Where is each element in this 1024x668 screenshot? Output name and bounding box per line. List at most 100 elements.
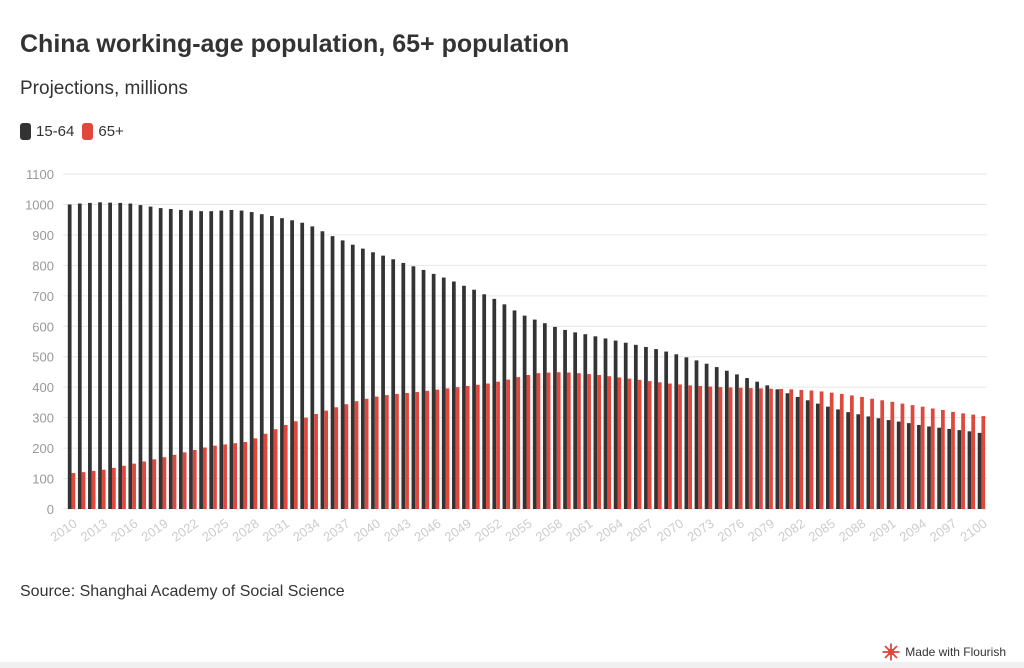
bar-15-64[interactable]: [917, 424, 921, 509]
bar-65plus[interactable]: [395, 393, 399, 509]
bar-65plus[interactable]: [122, 465, 126, 509]
bar-65plus[interactable]: [273, 429, 278, 509]
bar-15-64[interactable]: [199, 211, 203, 509]
bar-15-64[interactable]: [239, 210, 244, 509]
bar-65plus[interactable]: [384, 395, 389, 509]
bar-15-64[interactable]: [542, 323, 547, 509]
bar-15-64[interactable]: [280, 218, 284, 509]
bar-65plus[interactable]: [192, 449, 197, 509]
bar-15-64[interactable]: [462, 285, 466, 509]
bar-15-64[interactable]: [967, 431, 972, 509]
bar-65plus[interactable]: [597, 375, 602, 509]
bar-15-64[interactable]: [350, 244, 355, 509]
bar-15-64[interactable]: [947, 428, 952, 509]
bar-15-64[interactable]: [290, 220, 294, 510]
bar-15-64[interactable]: [411, 266, 416, 509]
bar-65plus[interactable]: [971, 414, 976, 509]
bar-15-64[interactable]: [937, 427, 941, 509]
bar-15-64[interactable]: [694, 360, 699, 509]
bar-15-64[interactable]: [360, 248, 365, 509]
bar-15-64[interactable]: [836, 409, 840, 509]
bar-65plus[interactable]: [890, 401, 895, 509]
bar-65plus[interactable]: [617, 377, 622, 509]
bar-65plus[interactable]: [445, 388, 450, 509]
bar-15-64[interactable]: [472, 289, 476, 509]
bar-65plus[interactable]: [364, 398, 369, 509]
bar-15-64[interactable]: [98, 202, 102, 509]
bar-15-64[interactable]: [644, 346, 648, 509]
bar-15-64[interactable]: [785, 393, 790, 509]
bar-65plus[interactable]: [910, 405, 915, 509]
bar-65plus[interactable]: [223, 444, 227, 509]
bar-65plus[interactable]: [475, 384, 480, 509]
bar-65plus[interactable]: [637, 379, 642, 509]
bar-15-64[interactable]: [502, 304, 507, 509]
bar-65plus[interactable]: [455, 387, 460, 509]
bar-15-64[interactable]: [815, 403, 820, 509]
bar-15-64[interactable]: [573, 332, 578, 509]
bar-15-64[interactable]: [371, 252, 375, 509]
bar-15-64[interactable]: [522, 315, 527, 509]
bar-15-64[interactable]: [563, 329, 567, 509]
bar-65plus[interactable]: [769, 388, 773, 509]
bar-15-64[interactable]: [735, 374, 739, 509]
bar-65plus[interactable]: [374, 396, 379, 509]
bar-15-64[interactable]: [67, 204, 72, 510]
bar-65plus[interactable]: [718, 387, 723, 509]
bar-15-64[interactable]: [603, 338, 608, 509]
bar-15-64[interactable]: [704, 363, 709, 509]
bar-65plus[interactable]: [920, 406, 925, 509]
bar-65plus[interactable]: [941, 410, 945, 509]
bar-65plus[interactable]: [202, 447, 207, 509]
bar-65plus[interactable]: [556, 372, 561, 509]
bar-15-64[interactable]: [664, 351, 669, 509]
bar-65plus[interactable]: [334, 407, 339, 509]
bar-65plus[interactable]: [506, 379, 511, 509]
flourish-credit[interactable]: Made with Flourish: [882, 643, 1006, 661]
bar-65plus[interactable]: [425, 390, 430, 509]
bar-15-64[interactable]: [138, 205, 143, 509]
bar-15-64[interactable]: [795, 396, 800, 509]
bar-15-64[interactable]: [381, 255, 385, 509]
bar-15-64[interactable]: [724, 370, 729, 509]
bar-65plus[interactable]: [496, 381, 500, 509]
bar-65plus[interactable]: [870, 398, 874, 509]
bar-15-64[interactable]: [128, 203, 133, 510]
bar-15-64[interactable]: [77, 203, 82, 510]
bar-65plus[interactable]: [132, 463, 136, 509]
legend-item-15-64[interactable]: 15-64: [20, 123, 74, 140]
bar-65plus[interactable]: [577, 373, 581, 509]
bar-15-64[interactable]: [876, 418, 881, 509]
bar-65plus[interactable]: [738, 387, 743, 509]
bar-65plus[interactable]: [981, 416, 986, 509]
bar-65plus[interactable]: [314, 413, 318, 509]
bar-65plus[interactable]: [657, 382, 662, 509]
bar-15-64[interactable]: [896, 421, 901, 509]
bar-65plus[interactable]: [688, 385, 692, 509]
bar-15-64[interactable]: [906, 423, 911, 509]
bar-15-64[interactable]: [583, 334, 588, 509]
bar-15-64[interactable]: [532, 319, 537, 509]
bar-65plus[interactable]: [779, 389, 783, 509]
bar-15-64[interactable]: [249, 212, 254, 509]
bar-65plus[interactable]: [465, 385, 470, 509]
bar-65plus[interactable]: [111, 467, 116, 509]
bar-15-64[interactable]: [179, 209, 183, 509]
bar-15-64[interactable]: [755, 381, 760, 509]
bar-15-64[interactable]: [927, 426, 931, 509]
bar-15-64[interactable]: [441, 277, 446, 509]
bar-65plus[interactable]: [304, 417, 308, 509]
bar-65plus[interactable]: [243, 442, 248, 509]
bar-65plus[interactable]: [799, 389, 804, 509]
bar-65plus[interactable]: [71, 473, 76, 509]
bar-15-64[interactable]: [654, 349, 658, 509]
bar-65plus[interactable]: [880, 400, 885, 509]
bar-15-64[interactable]: [451, 281, 456, 509]
bar-65plus[interactable]: [829, 392, 834, 509]
bar-65plus[interactable]: [860, 396, 864, 509]
bar-15-64[interactable]: [866, 416, 871, 509]
bar-15-64[interactable]: [401, 262, 406, 509]
bar-15-64[interactable]: [219, 210, 224, 509]
bar-15-64[interactable]: [88, 202, 92, 509]
bar-65plus[interactable]: [405, 392, 409, 509]
